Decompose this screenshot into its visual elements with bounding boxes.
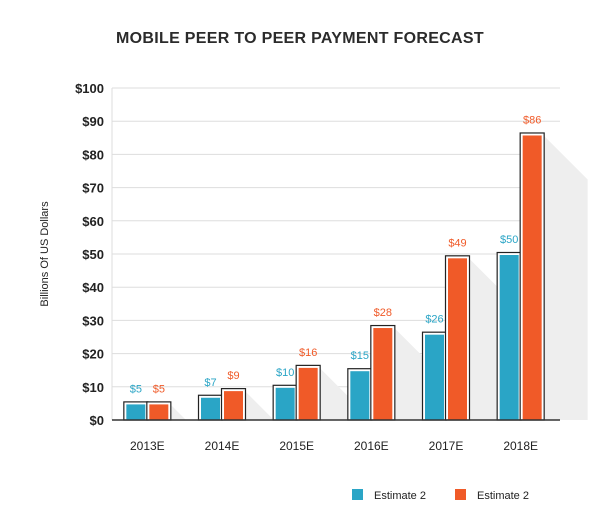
bar xyxy=(126,404,146,420)
x-tick-label: 2017E xyxy=(429,439,464,453)
y-tick-label: $20 xyxy=(82,347,104,362)
data-label: $28 xyxy=(374,307,392,319)
data-label: $49 xyxy=(448,237,466,249)
chart-title: MOBILE PEER TO PEER PAYMENT FORECAST xyxy=(116,30,484,47)
x-tick-label: 2016E xyxy=(354,439,389,453)
data-label: $5 xyxy=(153,383,165,395)
x-tick-label: 2018E xyxy=(503,439,538,453)
bar xyxy=(275,387,295,420)
legend-label: Estimate 2 xyxy=(477,490,529,502)
data-label: $15 xyxy=(351,350,369,362)
x-tick-label: 2015E xyxy=(279,439,314,453)
y-axis-title: Billions Of US Dollars xyxy=(39,201,51,307)
bar xyxy=(499,255,519,420)
bar xyxy=(201,397,220,420)
y-tick-label: $50 xyxy=(82,247,104,262)
data-label: $86 xyxy=(523,114,541,126)
y-tick-label: $40 xyxy=(82,280,104,295)
y-tick-label: $0 xyxy=(90,413,104,428)
y-tick-label: $90 xyxy=(82,114,104,129)
data-label: $5 xyxy=(130,383,142,395)
legend-swatch xyxy=(352,489,363,500)
y-tick-label: $30 xyxy=(82,313,104,328)
y-tick-label: $80 xyxy=(82,147,104,162)
bar xyxy=(425,334,444,420)
bar xyxy=(224,391,243,420)
bar xyxy=(373,328,393,420)
y-tick-label: $60 xyxy=(82,214,104,229)
bar xyxy=(149,404,169,420)
bar-shadow xyxy=(244,390,274,420)
y-tick-label: $100 xyxy=(75,81,104,96)
data-label: $10 xyxy=(276,367,294,379)
bar xyxy=(350,371,370,420)
data-label: $26 xyxy=(425,314,443,326)
bar xyxy=(298,367,318,420)
data-label: $9 xyxy=(227,370,239,382)
legend-label: Estimate 2 xyxy=(374,490,426,502)
x-tick-label: 2014E xyxy=(205,439,240,453)
legend-swatch xyxy=(455,489,466,500)
bar xyxy=(522,135,542,421)
bar-shadow xyxy=(169,403,186,420)
y-tick-label: $70 xyxy=(82,181,104,196)
bar xyxy=(448,258,467,420)
data-label: $7 xyxy=(204,377,216,389)
y-tick-label: $10 xyxy=(82,380,104,395)
bar-shadow xyxy=(542,134,588,421)
x-tick-label: 2013E xyxy=(130,439,165,453)
data-label: $16 xyxy=(299,347,317,359)
data-label: $50 xyxy=(500,234,518,246)
